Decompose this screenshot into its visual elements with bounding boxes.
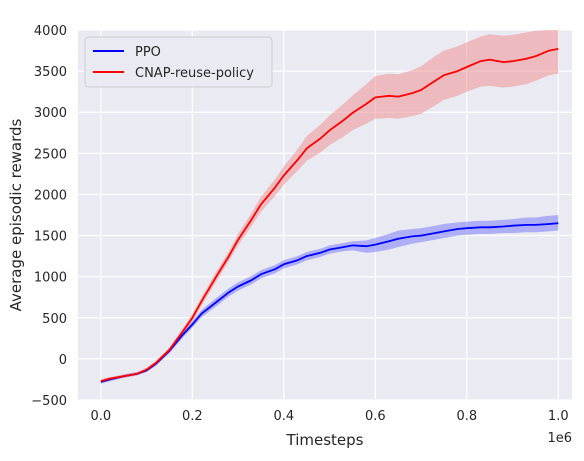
x-tick-labels: 0.0 0.2 0.4 0.6 0.8 1.0 bbox=[91, 409, 569, 424]
y-tick-labels: −500 0 500 1000 1500 2000 2500 3000 3500 4000 bbox=[31, 24, 67, 409]
x-tick-label: 0.8 bbox=[456, 409, 477, 424]
legend-label-ppo: PPO bbox=[135, 45, 161, 60]
x-tick-label: 1.0 bbox=[548, 409, 569, 424]
confidence-band-cnap bbox=[100, 30, 559, 383]
y-tick-label: 3000 bbox=[34, 106, 67, 121]
series-line-ppo bbox=[100, 222, 559, 383]
series-line-cnap bbox=[100, 48, 559, 382]
x-tick-label: 0.0 bbox=[91, 409, 112, 424]
y-tick-label: 2500 bbox=[34, 147, 67, 162]
legend-label-cnap: CNAP-reuse-policy bbox=[135, 66, 254, 81]
y-axis-label: Average episodic rewards bbox=[7, 118, 25, 311]
y-tick-label: 0 bbox=[59, 353, 67, 368]
x-tick-label: 0.2 bbox=[182, 409, 203, 424]
y-tick-label: 3500 bbox=[34, 65, 67, 80]
y-tick-label: 2000 bbox=[34, 188, 67, 203]
x-tick-label: 0.4 bbox=[273, 409, 294, 424]
y-tick-label: −500 bbox=[31, 394, 67, 409]
x-offset-label: 1e6 bbox=[547, 431, 572, 446]
legend-box bbox=[84, 36, 273, 88]
y-tick-label: 500 bbox=[42, 312, 67, 327]
y-tick-label: 1500 bbox=[34, 230, 67, 245]
plot-background bbox=[78, 30, 572, 400]
y-tick-label: 4000 bbox=[34, 24, 67, 39]
series-lines bbox=[100, 48, 559, 383]
legend: PPO CNAP-reuse-policy bbox=[84, 36, 273, 88]
x-axis-label: Timesteps bbox=[286, 431, 364, 449]
y-tick-label: 1000 bbox=[34, 271, 67, 286]
x-tick-label: 0.6 bbox=[365, 409, 386, 424]
